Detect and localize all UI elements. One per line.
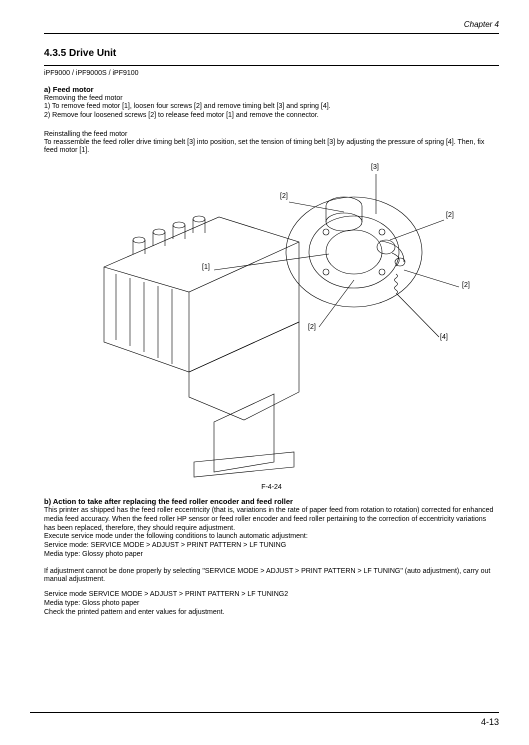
callout-3: [3] [371, 164, 379, 171]
reinstall-body: To reassemble the feed roller drive timi… [44, 139, 499, 157]
subheading-b: b) Action to take after replacing the fe… [44, 497, 499, 506]
subheading-a: a) Feed motor [44, 85, 499, 94]
callout-2a: [2] [280, 193, 288, 200]
callout-4: [4] [440, 334, 448, 341]
para-b7: Media type: Gloss photo paper [44, 600, 499, 609]
step-2: 2) Remove four loosened screws [2] to re… [44, 112, 499, 121]
callout-1: [1] [202, 264, 210, 271]
para-b5: If adjustment cannot be done properly by… [44, 568, 499, 586]
para-b6: Service mode SERVICE MODE > ADJUST > PRI… [44, 591, 499, 600]
step-1: 1) To remove feed motor [1], loosen four… [44, 103, 499, 112]
para-b1: This printer as shipped has the feed rol… [44, 507, 499, 533]
reinstall-head: Reinstalling the feed motor [44, 131, 499, 138]
page-number: 4-13 [481, 717, 499, 727]
para-b4: Media type: Glossy photo paper [44, 551, 499, 560]
callout-2b: [2] [446, 212, 454, 219]
models-list: iPF9000 / iPF9000S / iPF9100 [44, 70, 499, 77]
para-b2: Execute service mode under the following… [44, 533, 499, 542]
para-b8: Check the printed pattern and enter valu… [44, 609, 499, 618]
thin-rule [44, 65, 499, 66]
figure-label: F-4-24 [44, 484, 499, 491]
callout-2c: [2] [462, 282, 470, 289]
bottom-rule [30, 712, 499, 713]
para-b3: Service mode: SERVICE MODE > ADJUST > PR… [44, 542, 499, 551]
figure-diagram: [2] [3] [2] [2] [4] [1] [2] [44, 162, 499, 482]
section-title: 4.3.5 Drive Unit [44, 48, 499, 59]
removing-head: Removing the feed motor [44, 95, 499, 102]
chapter-label: Chapter 4 [44, 20, 499, 29]
callout-2d: [2] [308, 324, 316, 331]
top-rule [44, 33, 499, 34]
